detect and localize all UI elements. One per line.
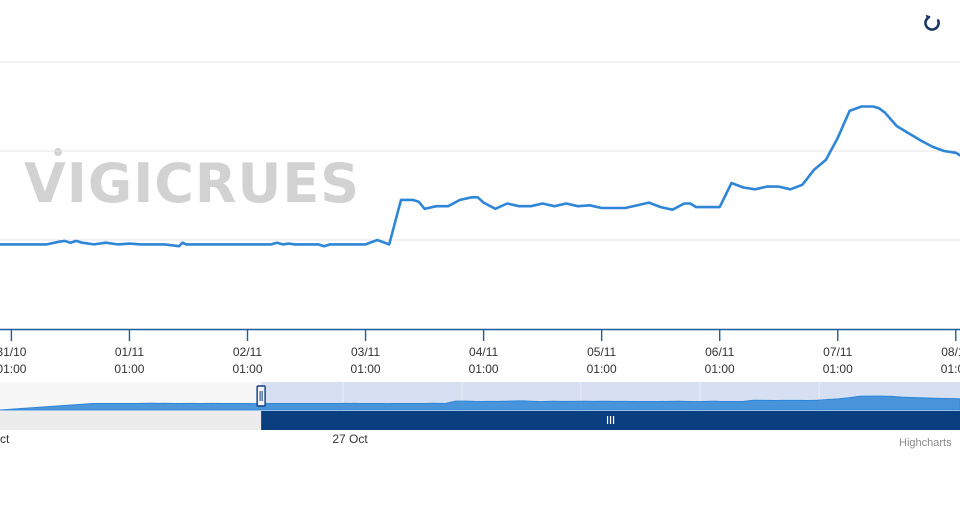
x-tick-date-label: 06/11 <box>705 345 734 359</box>
x-tick-date-label: 01/11 <box>115 345 144 359</box>
x-tick-date-label: 08/11 <box>941 345 960 359</box>
navigator-series-area <box>0 395 960 411</box>
vigicrues-logo: VIGICRUES <box>24 148 360 215</box>
series-group <box>0 105 960 248</box>
grid-lines <box>0 61 960 241</box>
refresh-icon[interactable] <box>924 14 940 31</box>
x-tick-time-label: 01:00 <box>114 362 144 376</box>
x-tick-date-label: 05/11 <box>587 345 616 359</box>
x-tick-date-label: 07/11 <box>823 345 852 359</box>
x-tick-time-label: 01:00 <box>0 362 27 376</box>
navigator-date-label: ct <box>0 432 10 446</box>
x-tick-time-label: 01:00 <box>705 362 735 376</box>
x-tick-date-label: 04/11 <box>469 345 498 359</box>
x-tick-time-label: 01:00 <box>351 362 381 376</box>
handle-box[interactable] <box>256 385 266 407</box>
x-tick-time-label: 01:00 <box>823 362 853 376</box>
reset-zoom-button[interactable] <box>924 14 940 31</box>
credits-text[interactable]: Highcharts <box>899 437 952 449</box>
x-tick-date-label: 03/11 <box>351 345 380 359</box>
scrollbar[interactable] <box>0 411 960 430</box>
watermark-text: VIGICRUES <box>24 152 360 215</box>
series-line[interactable] <box>0 105 960 248</box>
x-tick-date-label: 31/10 <box>0 345 27 359</box>
x-tick-time-label: 01:00 <box>469 362 499 376</box>
x-tick-time-label: 01:00 <box>941 362 960 376</box>
navigator-left-handle[interactable] <box>256 385 266 407</box>
x-tick-time-label: 01:00 <box>232 362 262 376</box>
navigator <box>0 382 960 411</box>
logo-dot <box>54 148 62 156</box>
x-axis: 31/10 01:00 01/11 01:00 02/11 01:00 03/11 01:00… <box>0 328 960 376</box>
navigator-labels: ct 27 Oct <box>0 432 368 446</box>
navigator-date-label: 27 Oct <box>332 432 368 446</box>
x-tick-date-label: 02/11 <box>233 345 262 359</box>
x-tick-time-label: 01:00 <box>587 362 617 376</box>
